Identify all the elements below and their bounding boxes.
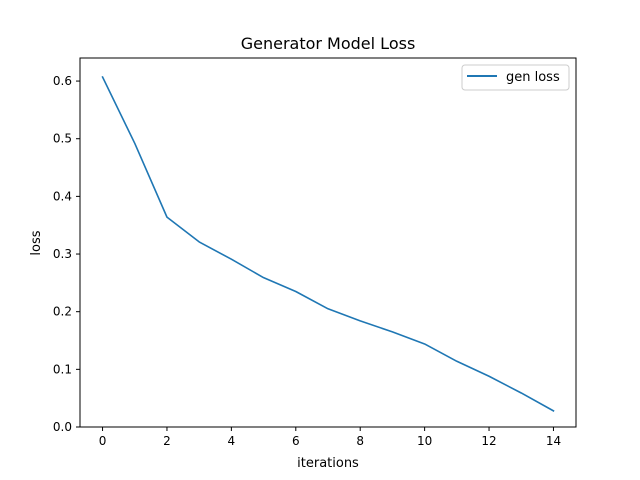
legend-box xyxy=(461,64,570,91)
x-tick-label: 4 xyxy=(228,434,236,448)
x-tick-label: 2 xyxy=(163,434,171,448)
y-axis: 0.0 0.1 0.2 0.3 0.4 0.5 0.6 xyxy=(53,74,80,434)
x-tick-label: 14 xyxy=(546,434,561,448)
plot-frame xyxy=(79,57,577,428)
y-tick-label: 0.0 xyxy=(53,420,72,434)
chart-title: Generator Model Loss xyxy=(241,34,416,53)
x-tick-label: 10 xyxy=(417,434,432,448)
plot-area: 0 2 4 6 8 10 12 14 0.0 0.1 0.2 0.3 0.4 0.5 0.6 xyxy=(53,57,577,448)
x-tick-label: 8 xyxy=(356,434,364,448)
y-tick-label: 0.6 xyxy=(53,74,72,88)
y-tick-label: 0.4 xyxy=(53,189,72,203)
x-axis: 0 2 4 6 8 10 12 14 xyxy=(99,427,561,448)
y-tick-label: 0.5 xyxy=(53,132,72,146)
series-line-gen-loss xyxy=(101,75,555,412)
legend: gen loss xyxy=(461,64,570,91)
series-layer xyxy=(101,75,555,412)
x-tick-label: 12 xyxy=(481,434,496,448)
x-tick-label: 0 xyxy=(99,434,107,448)
y-axis-label: loss xyxy=(29,230,44,255)
x-tick-label: 6 xyxy=(292,434,300,448)
y-tick-label: 0.1 xyxy=(53,362,72,376)
legend-label-gen-loss: gen loss xyxy=(506,70,560,85)
y-tick-label: 0.3 xyxy=(53,247,72,261)
x-axis-label: iterations xyxy=(297,456,359,471)
y-tick-label: 0.2 xyxy=(53,305,72,319)
